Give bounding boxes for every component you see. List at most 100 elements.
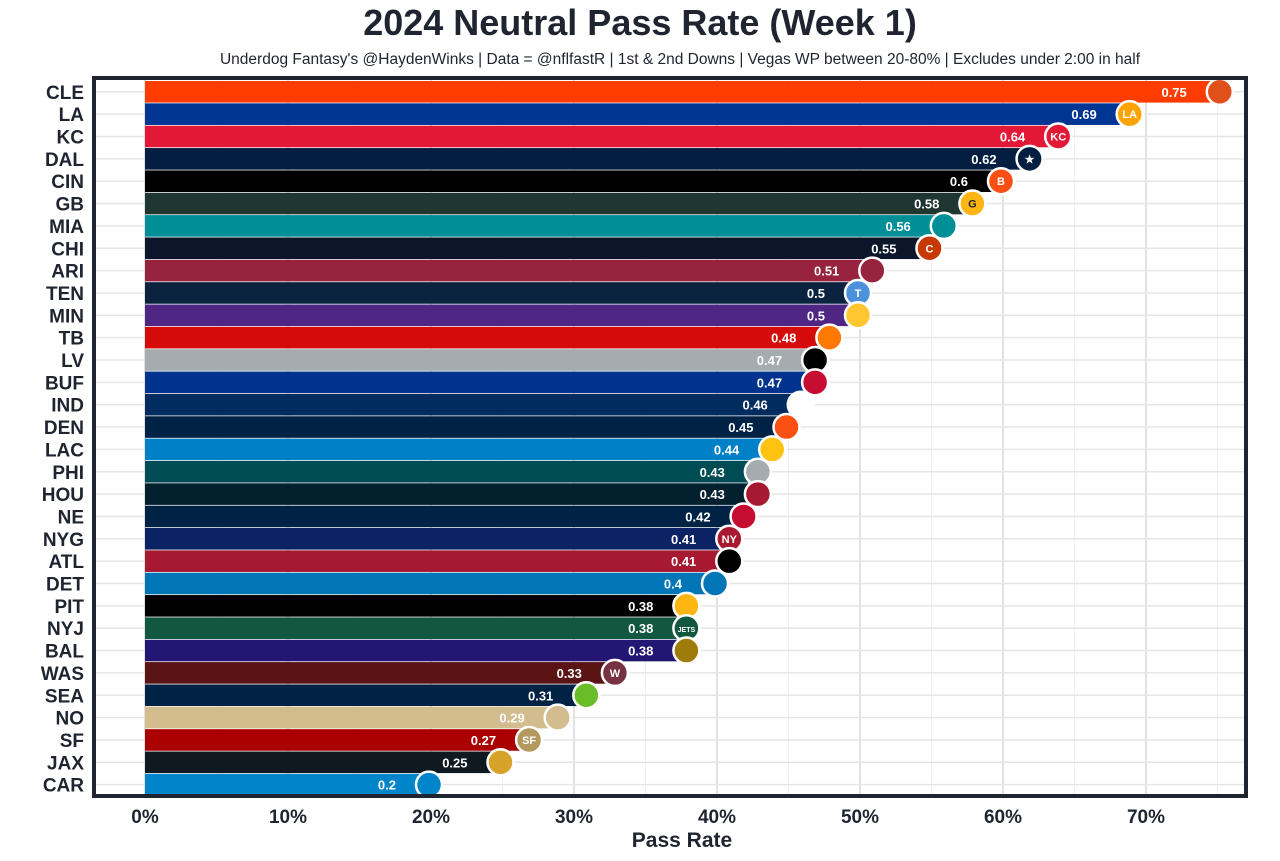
team-logo-badge: NY — [722, 534, 738, 546]
value-label-ari: 0.51 — [814, 264, 839, 279]
category-label-hou: HOU — [42, 485, 84, 506]
category-label-phi: PHI — [52, 463, 84, 484]
bar-ari — [145, 259, 875, 282]
team-logo-icon — [514, 725, 544, 755]
value-label-lv: 0.47 — [757, 353, 782, 368]
bar-pit — [145, 595, 689, 617]
value-label-sf: 0.27 — [471, 733, 496, 748]
category-label-tb: TB — [59, 329, 84, 350]
value-label-no: 0.29 — [499, 711, 524, 726]
value-label-kc: 0.64 — [1000, 130, 1026, 145]
value-label-lac: 0.44 — [714, 442, 740, 457]
bar-cle — [145, 81, 1222, 103]
category-label-ind: IND — [51, 396, 84, 417]
category-label-cin: CIN — [51, 172, 84, 193]
bar-phi — [145, 460, 760, 483]
category-label-sea: SEA — [45, 686, 84, 707]
value-label-den: 0.45 — [728, 420, 753, 435]
value-label-buf: 0.47 — [757, 375, 782, 390]
bar-nyg — [145, 528, 732, 550]
team-logo-badge: JETS — [678, 627, 696, 634]
category-label-lv: LV — [61, 351, 84, 372]
value-label-det: 0.4 — [664, 577, 683, 592]
team-logo-icon — [414, 770, 444, 799]
x-tick-label: 20% — [412, 807, 450, 828]
team-logo-icon — [815, 323, 844, 352]
bar-ten — [145, 282, 860, 304]
team-logo-icon — [843, 301, 873, 330]
team-logo-icon — [672, 636, 701, 665]
team-logo-icon — [1205, 77, 1235, 107]
value-label-nyg: 0.41 — [671, 532, 696, 547]
bar-cin — [145, 170, 1003, 192]
x-tick-label: 40% — [698, 807, 736, 828]
value-label-ne: 0.42 — [685, 509, 710, 524]
value-label-was: 0.33 — [557, 666, 582, 681]
category-label-kc: KC — [57, 128, 85, 149]
bar-was — [145, 662, 617, 684]
bar-buf — [145, 371, 818, 394]
bar-ne — [145, 505, 746, 528]
bar-det — [145, 572, 717, 595]
team-logo-icon — [757, 435, 787, 464]
value-label-la: 0.69 — [1071, 107, 1096, 122]
bar-ind — [145, 393, 803, 416]
x-axis-title: Pass Rate — [632, 829, 732, 852]
value-label-chi: 0.55 — [871, 241, 896, 256]
bar-car — [145, 773, 431, 796]
category-label-was: WAS — [41, 664, 84, 685]
team-logo-icon — [700, 569, 730, 598]
x-tick-label: 0% — [131, 807, 159, 828]
category-label-min: MIN — [49, 306, 84, 327]
team-logo-badge: KC — [1050, 132, 1066, 144]
team-logo-icon — [486, 748, 515, 777]
bar-hou — [145, 483, 760, 505]
category-label-atl: ATL — [48, 552, 84, 573]
value-label-nyj: 0.38 — [628, 621, 653, 636]
category-label-ten: TEN — [46, 284, 84, 305]
category-label-buf: BUF — [45, 373, 84, 394]
category-label-dal: DAL — [45, 150, 84, 171]
team-logo-badge: SF — [522, 735, 536, 747]
team-logo-icon — [1043, 122, 1073, 151]
team-logo-icon — [986, 166, 1016, 196]
team-logo-icon — [600, 658, 630, 688]
bar-sea — [145, 684, 589, 707]
team-logo-badge: B — [997, 176, 1005, 188]
value-label-phi: 0.43 — [700, 465, 725, 480]
team-logo-badge: ★ — [1025, 154, 1035, 166]
team-logo-icon — [1015, 144, 1044, 174]
category-label-bal: BAL — [45, 642, 84, 663]
chart-subtitle: Underdog Fantasy's @HaydenWinks | Data =… — [219, 51, 1141, 68]
bar-atl — [145, 550, 732, 572]
category-label-pit: PIT — [54, 597, 84, 618]
bar-lac — [145, 438, 775, 461]
value-label-cin: 0.6 — [950, 174, 968, 189]
bar-den — [145, 416, 789, 438]
team-logo-badge: LA — [1122, 109, 1137, 121]
category-label-nyj: NYJ — [47, 619, 84, 640]
value-label-dal: 0.62 — [971, 152, 996, 167]
value-label-car: 0.2 — [378, 778, 396, 793]
value-label-jax: 0.25 — [442, 755, 467, 770]
team-logo-icon — [800, 368, 830, 397]
bar-chi — [145, 237, 932, 260]
bar-min — [145, 304, 860, 327]
category-label-cle: CLE — [46, 83, 84, 104]
value-label-cle: 0.75 — [1161, 85, 1186, 100]
x-tick-label: 60% — [984, 807, 1022, 828]
category-label-den: DEN — [44, 418, 84, 439]
category-label-jax: JAX — [47, 753, 84, 774]
category-label-gb: GB — [56, 195, 85, 216]
category-label-ari: ARI — [51, 262, 84, 283]
bar-gb — [145, 192, 975, 215]
value-label-atl: 0.41 — [671, 554, 696, 569]
category-label-no: NO — [56, 709, 85, 730]
plot-frame — [92, 76, 1248, 798]
x-tick-label: 70% — [1127, 807, 1165, 828]
team-logo-icon — [772, 412, 801, 442]
category-label-nyg: NYG — [43, 530, 84, 551]
category-label-det: DET — [46, 575, 84, 596]
category-label-ne: NE — [58, 507, 84, 528]
category-label-la: LA — [59, 105, 85, 126]
